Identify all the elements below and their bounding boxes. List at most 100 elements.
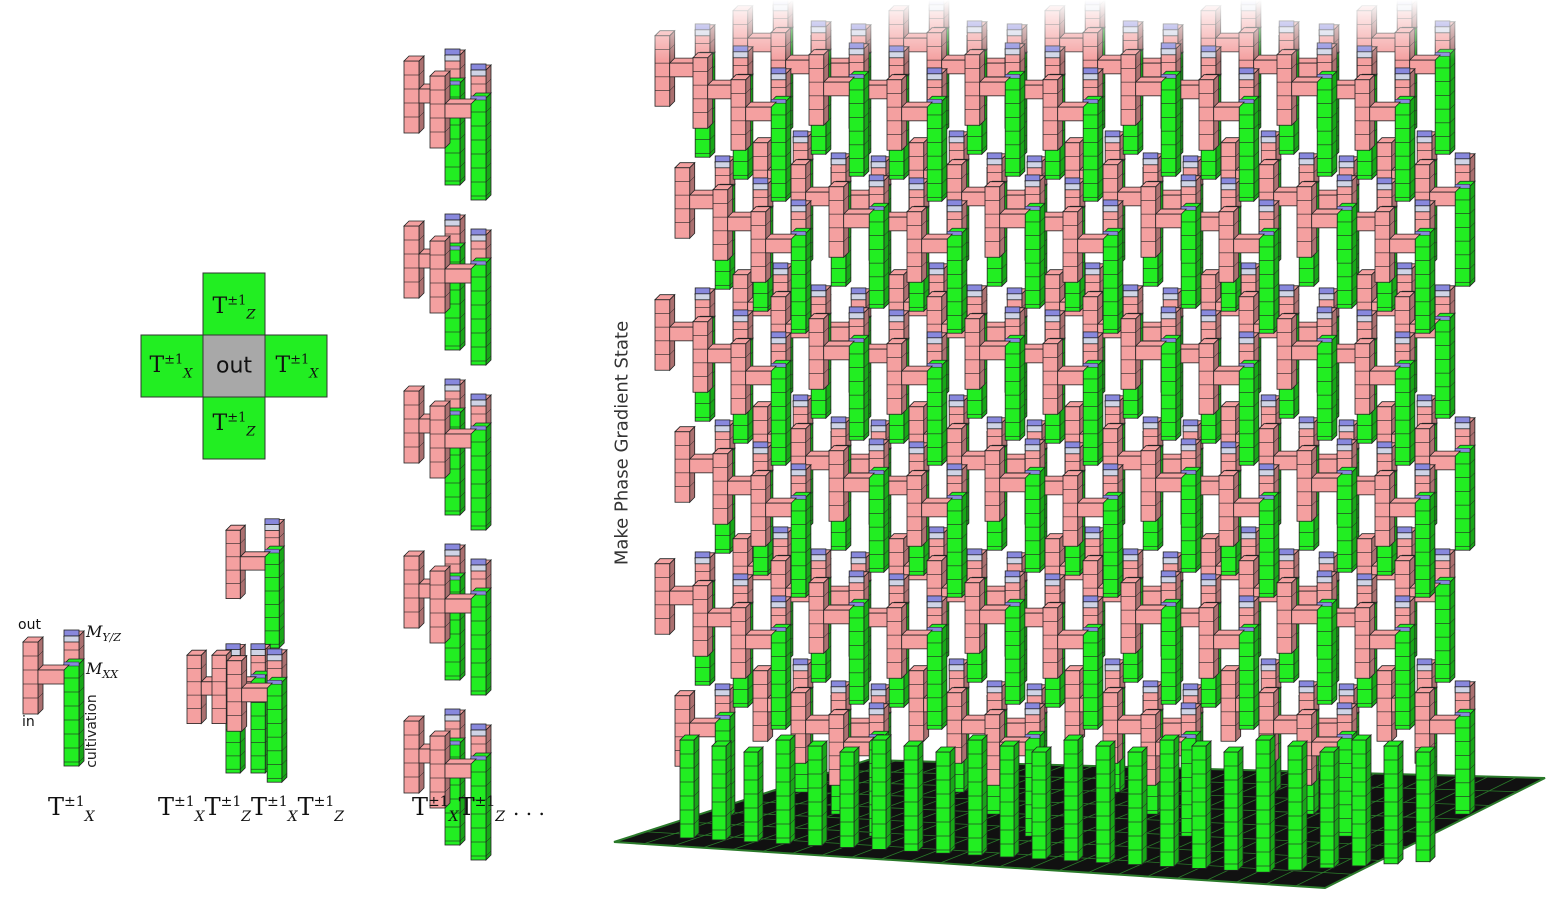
measure-cap [1336, 444, 1353, 452]
routing-column [1238, 595, 1260, 631]
measure-cap [1454, 416, 1471, 424]
routing-bar [444, 593, 477, 614]
measure-cap [770, 331, 787, 339]
measure-cap [250, 649, 266, 656]
routing-column [1042, 601, 1064, 680]
measure-cap [772, 532, 789, 540]
measure-cap [1454, 680, 1471, 688]
measure-cap [966, 548, 983, 556]
routing-bar [920, 497, 954, 518]
measure-cap [1258, 469, 1275, 477]
routing-bar [844, 189, 878, 210]
measure-cap [792, 664, 809, 672]
measure-cap [868, 702, 885, 710]
routing-bar [444, 98, 477, 119]
cultivation-column [775, 734, 796, 845]
measure-cap [1240, 0, 1257, 6]
routing-column [1276, 576, 1298, 655]
measure-cap [926, 331, 943, 339]
t-gate-unit [964, 570, 1026, 706]
measure-cap [1318, 293, 1335, 301]
measure-cap [1338, 683, 1355, 691]
routing-bar [1056, 629, 1090, 650]
measure-cap [926, 595, 943, 603]
measure-cap [770, 337, 787, 345]
measure-cap [1240, 268, 1257, 276]
measure-cap [1336, 702, 1353, 710]
t-gate-unit [750, 463, 812, 599]
t-gate-unit [886, 595, 948, 731]
measure-cap [470, 564, 487, 572]
measure-cap [1024, 438, 1041, 446]
measure-cap [1454, 686, 1471, 694]
measure-cap [790, 199, 807, 207]
measure-cap [1260, 394, 1277, 402]
routing-bar [726, 475, 760, 496]
routing-bar [37, 664, 70, 685]
measure-cap [1084, 4, 1101, 12]
measure-cap [1102, 463, 1119, 471]
measure-cap [1396, 4, 1413, 12]
measure-cap [810, 284, 827, 292]
routing-column [22, 636, 44, 715]
measure-cap [1394, 337, 1411, 345]
gate-sequence-long: T±1XT±1Z . . . [412, 793, 545, 825]
measure-cap [1180, 180, 1197, 188]
measure-cap [928, 532, 945, 540]
cultivation-column [1238, 623, 1260, 731]
routing-bar [239, 551, 271, 571]
routing-bar [900, 101, 934, 122]
measure-cap [1082, 331, 1099, 339]
measure-cap [868, 438, 885, 446]
measure-cap [1102, 205, 1119, 213]
measure-cap [1220, 183, 1237, 191]
cultivation-column [1414, 227, 1436, 335]
measure-cap [1376, 183, 1393, 191]
routing-bar [1056, 101, 1090, 122]
routing-bar [744, 365, 778, 386]
measure-cap [1396, 532, 1413, 540]
routing-bar [842, 208, 876, 229]
measure-cap [444, 543, 461, 551]
measure-cap [926, 73, 943, 81]
cultivation-column [770, 359, 792, 467]
label-m-yz: MY/Z [86, 622, 122, 645]
routing-bar [1310, 472, 1344, 493]
cultivation-column [1414, 491, 1436, 599]
measure-cap [1160, 570, 1177, 578]
cultivation-column [1434, 576, 1456, 684]
measure-cap [986, 422, 1003, 430]
measure-cap [1162, 29, 1179, 37]
routing-bar [668, 585, 702, 606]
measure-cap [870, 425, 887, 433]
t-gate-unit [22, 629, 85, 767]
measure-cap [1024, 444, 1041, 452]
measure-cap [850, 287, 867, 295]
measure-cap [1104, 394, 1121, 402]
t-gate-unit [1354, 595, 1416, 731]
cultivation-column [1102, 491, 1124, 599]
measure-cap [870, 689, 887, 697]
measure-cap [1416, 136, 1433, 144]
measure-cap [1396, 0, 1413, 6]
routing-column [674, 161, 696, 240]
measure-cap [1064, 441, 1081, 449]
t-gate-unit [984, 438, 1046, 574]
measure-cap [1162, 287, 1179, 295]
measure-cap [1104, 136, 1121, 144]
measure-cap [732, 51, 749, 59]
measure-cap [1082, 337, 1099, 345]
routing-bar [920, 233, 954, 254]
measure-cap [966, 20, 983, 28]
measure-cap [850, 293, 867, 301]
measure-cap [1298, 422, 1315, 430]
measure-cap [1454, 158, 1471, 166]
measure-cap [946, 469, 963, 477]
measure-cap [1024, 180, 1041, 188]
cultivation-column [999, 740, 1020, 858]
measure-cap [1182, 419, 1199, 427]
measure-cap [848, 312, 865, 320]
t-gate-unit [1296, 174, 1358, 310]
measure-cap [868, 180, 885, 188]
